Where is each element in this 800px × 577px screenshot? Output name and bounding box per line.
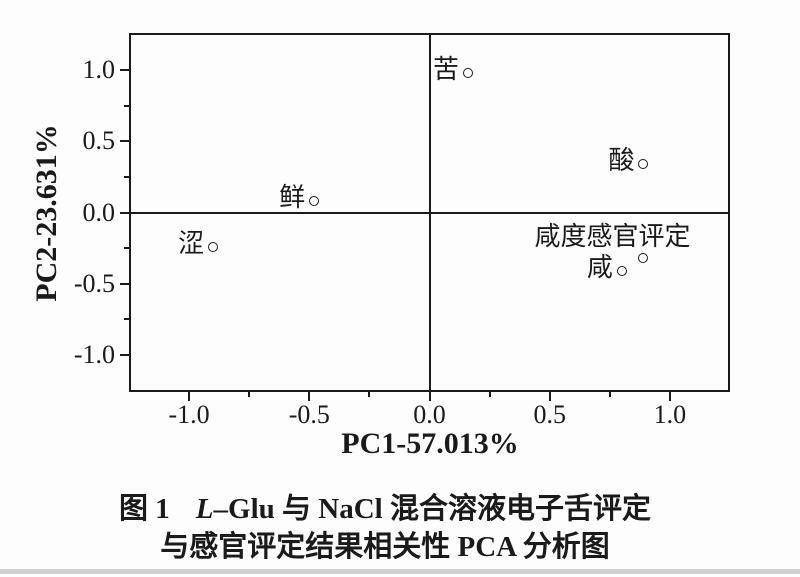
y-major-tick [120,282,129,285]
data-point-label: 涩 [178,228,205,258]
x-minor-tick [368,392,371,397]
data-point-label: 苦 [432,54,459,84]
y-tick-label: -0.5 [73,268,115,298]
x-minor-tick [248,392,251,397]
x-minor-tick [608,392,611,397]
y-major-tick [120,211,129,214]
caption-line-1-text: –Glu 与 NaCl 混合溶液电子舌评定 [213,493,651,525]
data-point-marker [638,253,649,264]
x-major-tick [668,392,671,401]
y-major-tick [120,69,129,72]
data-point-marker [638,159,649,170]
y-minor-tick [124,247,129,250]
y-major-tick [120,140,129,143]
x-tick-label: 1.0 [653,400,687,429]
data-point-marker [616,265,627,276]
data-point-label: 酸 [608,146,635,176]
zero-line-horizontal [129,211,730,214]
y-minor-tick [124,175,129,178]
x-tick-label: -1.0 [168,400,210,429]
y-minor-tick [124,318,129,321]
caption-species-italic: L [195,493,214,525]
y-tick-label: -1.0 [73,339,115,369]
caption-figure-number: 图 1 [119,493,170,525]
x-major-tick [308,392,311,401]
y-major-tick [120,353,129,356]
x-axis-label: PC1-57.013% [341,427,519,460]
x-major-tick [188,392,191,401]
caption-line-1: 图 1 L–Glu 与 NaCl 混合溶液电子舌评定 [0,490,785,528]
data-point-marker [208,241,219,252]
data-point-marker [309,196,320,207]
x-minor-tick [488,392,491,397]
y-tick-label: 1.0 [82,55,116,85]
x-tick-label: 0.5 [533,400,566,429]
data-point-label: 咸 [586,252,613,282]
data-point-marker [462,67,473,78]
x-tick-label: -0.5 [288,400,330,429]
x-major-tick [548,392,551,401]
y-tick-label: 0.0 [82,197,116,227]
caption-line-2: 与感官评定结果相关性 PCA 分析图 [160,531,610,563]
data-point-label: 鲜 [279,183,306,213]
y-tick-label: 0.5 [82,126,116,156]
y-minor-tick [124,104,129,107]
data-point-label: 咸度感官评定 [534,222,691,252]
figure-caption: 图 1 L–Glu 与 NaCl 混合溶液电子舌评定 与感官评定结果相关性 PCA… [0,490,785,566]
x-major-tick [428,392,431,401]
scan-edge-artifact [0,569,800,574]
x-tick-label: 0.0 [413,400,446,429]
